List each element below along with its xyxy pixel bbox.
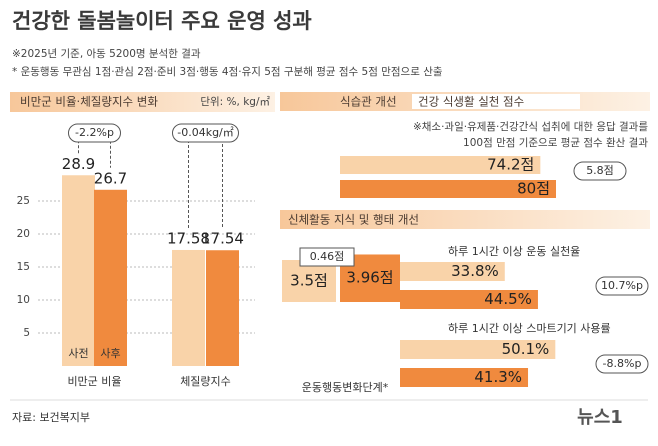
bar bbox=[340, 156, 541, 174]
bar bbox=[172, 249, 205, 366]
value-label: 44.5% bbox=[484, 290, 532, 308]
bar bbox=[282, 260, 336, 302]
y-tick-label: 5 bbox=[23, 327, 30, 339]
bar-label: 사전 bbox=[68, 347, 88, 360]
category-label: 비만군 비율 bbox=[67, 375, 121, 388]
label: 하루 1시간 이상 운동 실천율 bbox=[448, 244, 580, 258]
change-label: -2.2%p bbox=[75, 126, 114, 139]
change-label: -8.8%p bbox=[603, 357, 642, 370]
value-label: 50.1% bbox=[502, 340, 550, 358]
bar bbox=[340, 180, 556, 198]
unit: 단위: %, kg/㎡ bbox=[200, 95, 270, 108]
label: 운동행동변화단계* bbox=[302, 381, 389, 394]
value-label: 3.5점 bbox=[290, 272, 328, 290]
bar-label: 사후 bbox=[100, 347, 120, 360]
change-label: 10.7%p bbox=[601, 279, 643, 292]
bar bbox=[400, 368, 529, 387]
subtitle-box bbox=[412, 94, 580, 109]
y-tick-label: 25 bbox=[17, 195, 30, 207]
panel-header: 비만군 비율·체질량지수 변화 bbox=[20, 95, 158, 109]
y-tick-label: 20 bbox=[17, 228, 30, 240]
value-label: 41.3% bbox=[474, 368, 522, 386]
bar bbox=[400, 262, 505, 281]
change-box bbox=[595, 354, 649, 374]
y-tick-label: 15 bbox=[17, 261, 30, 273]
value-label: 80점 bbox=[517, 180, 550, 198]
category-label: 체질량지수 bbox=[180, 375, 231, 388]
value-label: 28.9 bbox=[62, 155, 95, 173]
value-label: 3.96점 bbox=[346, 269, 393, 287]
change-box bbox=[595, 276, 649, 296]
change-box bbox=[68, 123, 121, 143]
note: * 운동행동 무관심 1점·관심 2점·준비 3점·행동 4점·유지 5점 구분… bbox=[12, 65, 443, 78]
value-label: 26.7 bbox=[94, 169, 127, 187]
panel-header-bar bbox=[10, 92, 275, 112]
change-box bbox=[172, 123, 239, 143]
change-label: -0.04kg/㎡ bbox=[177, 126, 234, 139]
note: 100점 만점 기준으로 평균 점수 환산 결과 bbox=[463, 137, 648, 149]
y-tick-label: 10 bbox=[17, 294, 30, 306]
bar bbox=[206, 250, 239, 366]
bar bbox=[400, 290, 538, 309]
note: ※채소·과일·유제품·건강간식 섭취에 대한 응답 결과를 bbox=[413, 120, 648, 133]
panel-header: 신체활동 지식 및 행태 개선 bbox=[288, 213, 419, 227]
source: 자료: 보건복지부 bbox=[12, 411, 90, 424]
logo: 뉴스1 bbox=[577, 407, 623, 428]
change-label: 0.46점 bbox=[310, 250, 345, 263]
subtitle: 건강 식생활 실천 점수 bbox=[418, 95, 524, 109]
change-box bbox=[573, 161, 627, 181]
panel-header-bar bbox=[280, 210, 650, 229]
change-arrow bbox=[188, 132, 223, 229]
change-label: 5.8점 bbox=[586, 164, 614, 177]
value-label: 33.8% bbox=[451, 262, 499, 280]
value-label: 17.58 bbox=[167, 229, 210, 247]
panel-header: 식습관 개선 bbox=[340, 95, 397, 109]
title: 건강한 돌봄놀이터 주요 운영 성과 bbox=[12, 9, 312, 33]
value-label: 74.2점 bbox=[487, 156, 534, 174]
value-label: 17.54 bbox=[201, 230, 244, 248]
label: 하루 1시간 이상 스마트기기 사용률 bbox=[448, 321, 611, 335]
change-box bbox=[299, 247, 355, 267]
bar bbox=[94, 189, 127, 366]
bar bbox=[62, 175, 95, 366]
note: ※2025년 기준, 아동 5200명 분석한 결과 bbox=[12, 48, 201, 60]
bar bbox=[400, 340, 556, 359]
